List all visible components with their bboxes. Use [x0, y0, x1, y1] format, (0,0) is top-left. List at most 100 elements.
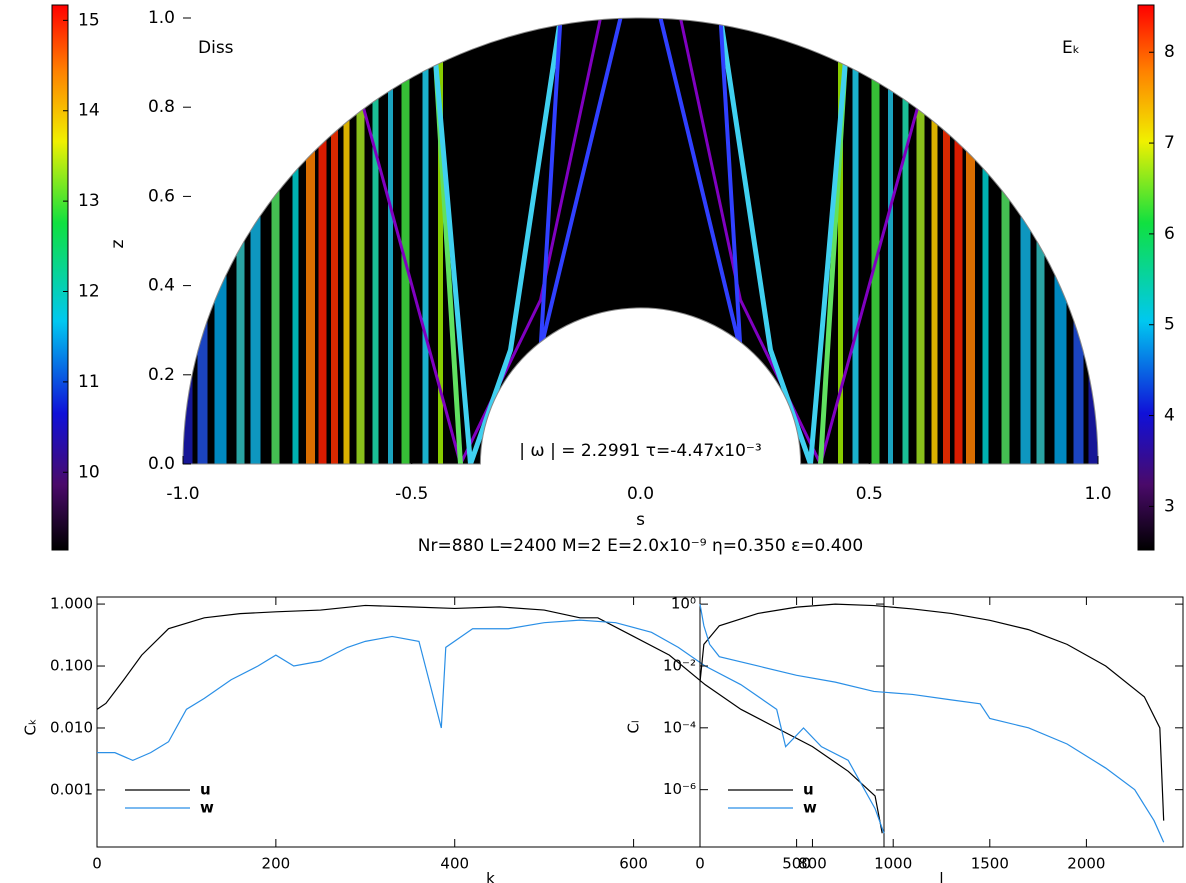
field-band [888, 18, 893, 464]
field-band [871, 18, 880, 464]
field-image [183, 18, 1098, 464]
field-band [214, 18, 227, 464]
series-line [96, 604, 883, 834]
colorbar-tick-label: 6 [1164, 224, 1175, 244]
legend-label: u [803, 781, 814, 799]
x-tick-label: 1000 [874, 855, 912, 873]
x-tick-label: 0 [695, 855, 705, 873]
field-band [1020, 18, 1031, 464]
field-band [943, 18, 950, 464]
field-band [1036, 18, 1045, 464]
x-tick-label: 1500 [971, 855, 1009, 873]
colorbar-tick-label: 15 [78, 10, 100, 30]
colorbar-label: Eₖ [1062, 38, 1080, 58]
x-tick-label: 0 [92, 855, 102, 873]
annotation-box [485, 436, 795, 464]
y-tick-label: 0.4 [148, 276, 175, 296]
colorbar-tick-label: 12 [78, 282, 100, 302]
field-band [356, 18, 365, 464]
colorbar-tick-label: 5 [1164, 315, 1175, 335]
field-band [916, 18, 925, 464]
field-band [183, 18, 193, 464]
field-band [331, 18, 338, 464]
plot-frame [699, 596, 1184, 848]
x-tick-label: -0.5 [395, 484, 428, 504]
field-ray [433, 18, 563, 464]
y-tick-label: 0.6 [148, 186, 175, 206]
y-tick-label: 1.0 [148, 8, 175, 28]
y-axis-label: Cₗ [625, 721, 643, 734]
y-tick-label: 10⁰ [671, 595, 696, 613]
x-tick-label: -1.0 [166, 484, 199, 504]
y-tick-label: 0.2 [148, 365, 175, 385]
x-tick-label: 2000 [1067, 855, 1105, 873]
field-band [931, 18, 938, 464]
field-band [250, 18, 261, 464]
series-line [699, 603, 1165, 821]
x-axis-label: k [486, 870, 495, 883]
colorbar-tick-label: 14 [78, 101, 100, 121]
x-tick-label: 200 [262, 855, 291, 873]
plot-frame [96, 596, 885, 848]
field-band [1088, 18, 1098, 464]
field-band [306, 18, 315, 464]
y-tick-label: 0.0 [148, 454, 175, 474]
y-tick-label: 0.010 [50, 718, 93, 736]
field-band [271, 18, 280, 464]
colorbar [1137, 4, 1155, 551]
y-tick-label: 10⁻⁶ [663, 780, 696, 798]
x-tick-label: 800 [798, 855, 827, 873]
series-line [699, 604, 1165, 843]
colorbar-tick-label: 4 [1164, 406, 1175, 426]
field-band [318, 18, 327, 464]
colorbar-tick-label: 7 [1164, 133, 1175, 153]
legend-label: w [200, 799, 214, 817]
x-tick-label: 0.5 [856, 484, 883, 504]
y-tick-label: 1.000 [50, 595, 93, 613]
x-tick-label: 0.0 [627, 484, 654, 504]
field-ray [718, 18, 848, 464]
y-tick-label: 10⁻⁴ [663, 718, 696, 736]
field-band [852, 18, 859, 464]
colorbar-tick-label: 8 [1164, 42, 1175, 62]
field-band [388, 18, 393, 464]
field-band [438, 18, 443, 464]
field-band [343, 18, 350, 464]
y-axis-label: Cₖ [22, 719, 40, 736]
x-axis-label: s [636, 510, 645, 530]
field-outline [182, 17, 1099, 465]
colorbar [51, 4, 69, 551]
legend-label: u [200, 781, 211, 799]
y-tick-label: 0.100 [50, 657, 93, 675]
field-band [1001, 18, 1010, 464]
field-band [966, 18, 975, 464]
field-band [292, 18, 299, 464]
y-axis-label: z [108, 239, 128, 248]
x-tick-label: 500 [782, 855, 811, 873]
x-axis-label: l [939, 870, 943, 883]
field-band [372, 18, 379, 464]
field-band [197, 18, 208, 464]
field-band [1073, 18, 1084, 464]
field-band [982, 18, 989, 464]
field-band [1054, 18, 1067, 464]
field-band [236, 18, 245, 464]
field-band [954, 18, 963, 464]
y-tick-label: 10⁻² [663, 656, 696, 674]
legend-label: w [803, 799, 817, 817]
field-band [902, 18, 909, 464]
x-tick-label: 400 [440, 855, 469, 873]
colorbar-tick-label: 13 [78, 191, 100, 211]
field-band [422, 18, 429, 464]
colorbar-tick-label: 10 [78, 462, 100, 482]
field-band [401, 18, 410, 464]
x-tick-label: 600 [619, 855, 648, 873]
colorbar-tick-label: 3 [1164, 496, 1175, 516]
y-tick-label: 0.001 [50, 780, 93, 798]
caption: Nr=880 L=2400 M=2 E=2.0x10⁻⁹ η=0.350 ε=0… [418, 536, 863, 556]
y-tick-label: 0.8 [148, 97, 175, 117]
annotation: | ω | = 2.2991 τ=-4.47x10⁻³ [519, 441, 761, 461]
series-line [97, 619, 885, 834]
field-band [838, 18, 843, 464]
